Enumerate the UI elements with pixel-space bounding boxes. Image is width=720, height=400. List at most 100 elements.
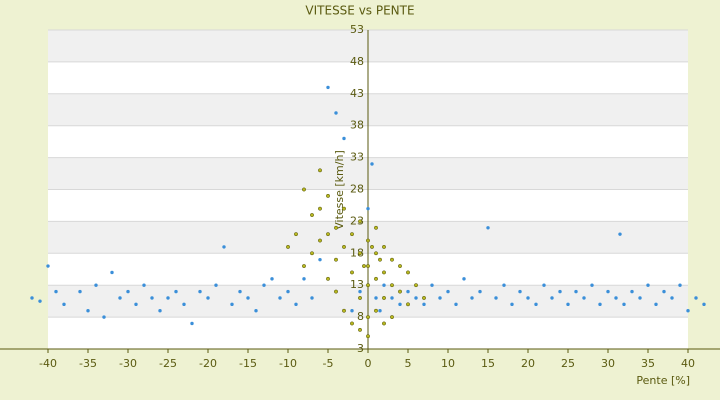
point bbox=[430, 283, 434, 287]
point bbox=[318, 257, 322, 262]
point bbox=[334, 225, 338, 230]
point bbox=[646, 283, 650, 287]
point bbox=[174, 289, 178, 294]
y-tick-label: 48 bbox=[350, 55, 364, 68]
point bbox=[142, 283, 146, 287]
point bbox=[390, 257, 394, 262]
point bbox=[342, 244, 346, 249]
point bbox=[294, 302, 298, 307]
point bbox=[310, 213, 314, 217]
y-tick-label: 18 bbox=[350, 246, 364, 259]
point bbox=[334, 111, 338, 115]
x-tick-label: 35 bbox=[641, 357, 655, 370]
point bbox=[318, 238, 322, 243]
point bbox=[702, 302, 706, 307]
x-tick-label: -20 bbox=[199, 357, 217, 370]
point bbox=[286, 289, 290, 294]
point bbox=[358, 327, 362, 332]
point bbox=[614, 296, 618, 300]
point bbox=[358, 289, 362, 294]
x-tick-label: 5 bbox=[405, 357, 412, 370]
point bbox=[406, 302, 410, 307]
point bbox=[374, 276, 378, 281]
point bbox=[358, 251, 362, 256]
y-tick-label: 3 bbox=[357, 342, 364, 355]
point bbox=[374, 308, 378, 313]
point bbox=[558, 289, 562, 294]
point bbox=[382, 244, 386, 249]
point bbox=[598, 302, 602, 307]
point bbox=[494, 296, 498, 300]
x-tick-label: -40 bbox=[39, 357, 57, 370]
point bbox=[286, 244, 290, 249]
point bbox=[270, 277, 274, 281]
point bbox=[370, 162, 374, 166]
point bbox=[350, 309, 354, 313]
point bbox=[390, 283, 394, 288]
point bbox=[382, 321, 386, 326]
x-tick-label: 15 bbox=[481, 357, 495, 370]
point bbox=[630, 289, 634, 294]
y-tick-label: 53 bbox=[350, 23, 364, 36]
point bbox=[422, 296, 426, 300]
point bbox=[302, 187, 306, 192]
point bbox=[374, 225, 378, 230]
point bbox=[526, 296, 530, 300]
point bbox=[54, 289, 58, 294]
point bbox=[638, 296, 642, 300]
point bbox=[198, 289, 202, 294]
point bbox=[278, 296, 282, 300]
point bbox=[350, 232, 354, 237]
point bbox=[574, 289, 578, 294]
point bbox=[166, 296, 170, 300]
point bbox=[78, 289, 82, 294]
point bbox=[350, 270, 354, 275]
x-tick-label: 10 bbox=[441, 357, 455, 370]
point bbox=[310, 296, 314, 300]
point bbox=[366, 283, 370, 288]
y-tick-label: 13 bbox=[350, 278, 364, 291]
point bbox=[334, 289, 338, 294]
point bbox=[390, 296, 394, 300]
point bbox=[342, 206, 346, 211]
point bbox=[62, 302, 66, 307]
point bbox=[414, 296, 418, 300]
point bbox=[518, 289, 522, 294]
point bbox=[478, 289, 482, 294]
point bbox=[318, 168, 322, 173]
x-tick-label: 20 bbox=[521, 357, 535, 370]
point bbox=[382, 283, 386, 287]
point bbox=[46, 264, 50, 268]
point bbox=[94, 283, 98, 287]
y-tick-label: 33 bbox=[350, 151, 364, 164]
point bbox=[390, 315, 394, 320]
point bbox=[150, 296, 154, 300]
y-tick-label: 23 bbox=[350, 214, 364, 227]
point bbox=[158, 309, 162, 313]
point bbox=[694, 296, 698, 300]
x-tick-label: 40 bbox=[681, 357, 695, 370]
point bbox=[118, 296, 122, 300]
point bbox=[134, 302, 138, 307]
point bbox=[294, 232, 298, 237]
point bbox=[606, 289, 610, 294]
point bbox=[358, 219, 362, 224]
point bbox=[326, 232, 330, 237]
point bbox=[126, 289, 130, 294]
point bbox=[566, 302, 570, 307]
point bbox=[326, 276, 330, 281]
point bbox=[462, 277, 466, 281]
point bbox=[358, 296, 362, 300]
x-tick-label: -30 bbox=[119, 357, 137, 370]
point bbox=[510, 302, 514, 307]
point bbox=[542, 283, 546, 287]
point bbox=[350, 321, 354, 326]
plot bbox=[0, 29, 720, 353]
point bbox=[366, 334, 370, 339]
y-axis-label: Vitesse [km/h] bbox=[333, 150, 346, 230]
point bbox=[654, 302, 658, 307]
point bbox=[398, 302, 402, 307]
point bbox=[302, 264, 306, 269]
point bbox=[38, 299, 42, 303]
